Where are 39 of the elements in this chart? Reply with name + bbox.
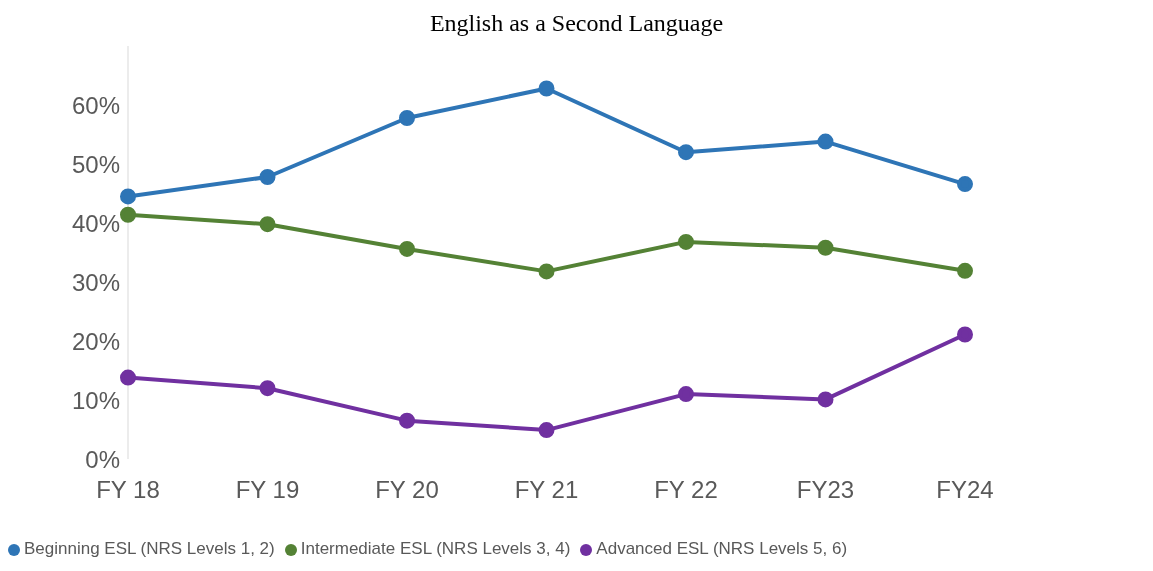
point	[957, 176, 973, 193]
y-tick-label: 40%	[71, 209, 120, 237]
point	[538, 422, 555, 439]
point	[259, 168, 276, 185]
point	[817, 239, 834, 256]
point	[678, 144, 694, 161]
legend-label: Intermediate ESL (NRS Levels 3, 4)	[300, 539, 571, 558]
point	[538, 80, 555, 97]
point	[399, 240, 415, 257]
x-tick-label: FY 19	[235, 476, 300, 504]
point	[817, 391, 834, 408]
x-tick-label: FY 22	[654, 476, 718, 504]
point	[120, 188, 136, 205]
x-tick-label: FY 18	[96, 476, 160, 504]
point	[120, 369, 136, 386]
y-tick-label: 50%	[71, 150, 120, 178]
x-tick-label: FY 21	[514, 476, 579, 504]
point	[678, 386, 694, 403]
y-tick-label: 30%	[71, 268, 120, 296]
point	[957, 326, 973, 343]
point	[817, 133, 834, 150]
point	[259, 216, 276, 233]
y-tick-label: 20%	[71, 327, 120, 355]
x-tick-label: FY23	[796, 476, 855, 504]
point	[957, 262, 973, 279]
legend-label: Beginning ESL (NRS Levels 1, 2)	[24, 539, 275, 558]
point	[120, 206, 136, 223]
chart-title: English as a Second Language	[428, 9, 725, 38]
point	[399, 109, 415, 126]
point	[399, 412, 415, 429]
x-tick-label: FY24	[936, 476, 994, 504]
legend-label: Advanced ESL (NRS Levels 5, 6)	[596, 539, 848, 558]
y-tick-label: 60%	[71, 91, 120, 119]
point	[538, 263, 555, 280]
y-tick-label: 0%	[85, 445, 120, 473]
x-tick-label: FY 20	[375, 476, 439, 504]
point	[259, 380, 276, 397]
y-tick-label: 10%	[71, 386, 120, 414]
point	[678, 233, 694, 250]
